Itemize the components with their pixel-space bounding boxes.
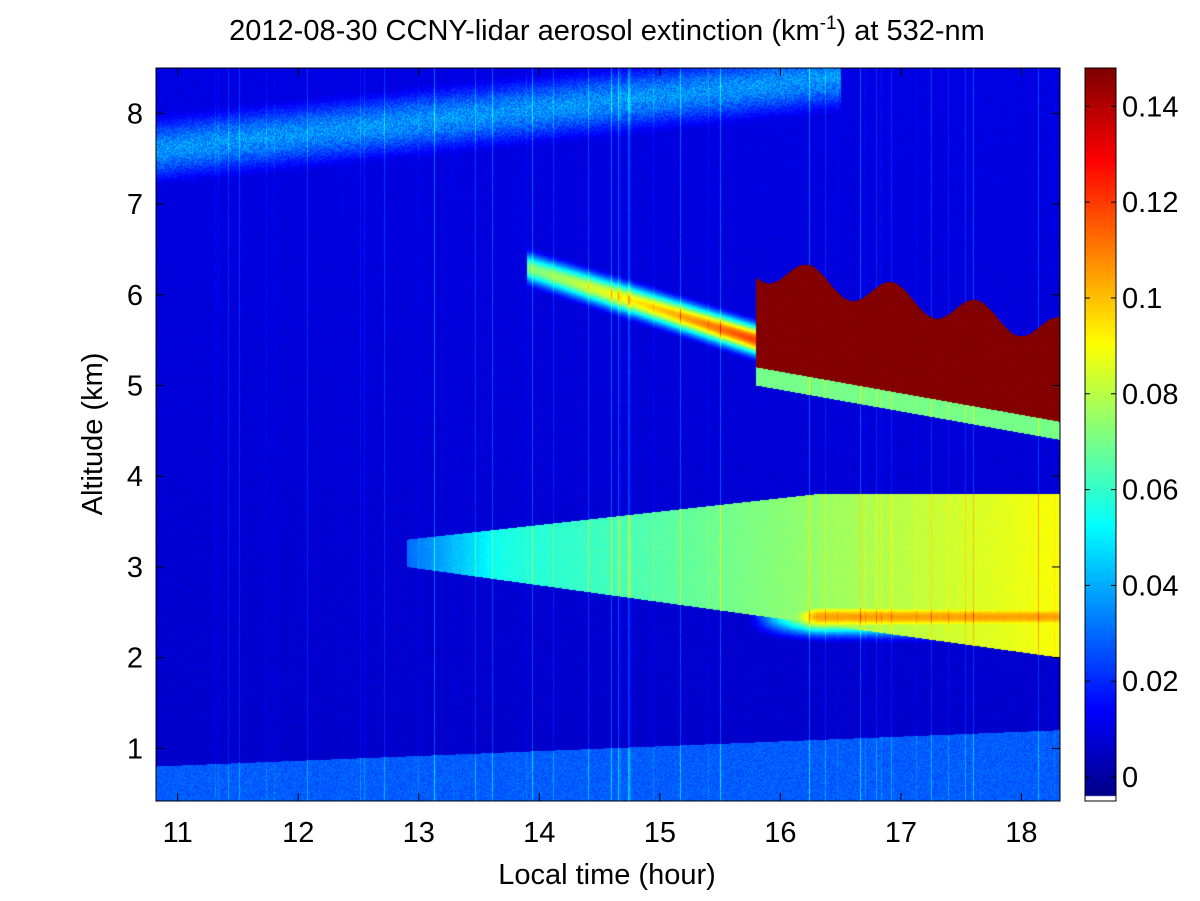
y-tick-label: 1: [127, 733, 143, 765]
colorbar-frame: [1084, 67, 1117, 802]
y-tick-label: 6: [127, 280, 143, 312]
chart-title: 2012-08-30 CCNY-lidar aerosol extinction…: [229, 13, 985, 47]
x-tick-label: 14: [523, 817, 555, 849]
x-axis-label: Local time (hour): [498, 859, 716, 891]
colorbar-gradient: [1085, 68, 1116, 801]
x-tick-label: 16: [764, 817, 796, 849]
colorbar-tick-label: 0.02: [1122, 666, 1178, 698]
x-axis: 11 12 13 14 15 16 17 18: [163, 68, 1038, 849]
plot-frame: [155, 67, 1061, 802]
colorbar-tick-label: 0.04: [1122, 570, 1178, 602]
colorbar-tick-label: 0.08: [1122, 379, 1178, 411]
y-axis-label: Altitude (km): [77, 353, 109, 516]
y-tick-label: 2: [127, 643, 143, 675]
y-tick-label: 3: [127, 552, 143, 584]
colorbar-tick-label: 0: [1122, 762, 1138, 794]
x-tick-label: 17: [885, 817, 917, 849]
y-tick-label: 4: [127, 461, 143, 493]
colorbar-ticks: 0 0.02 0.04 0.06 0.08 0.1 0.12 0.14: [1085, 91, 1178, 794]
x-tick-label: 15: [644, 817, 676, 849]
x-tick-label: 11: [163, 817, 193, 849]
colorbar-tick-label: 0.1: [1122, 283, 1162, 315]
y-axis: 1 2 3 4 5 6 7 8: [127, 98, 1060, 765]
colorbar-tick-label: 0.12: [1122, 187, 1178, 219]
colorbar: 0 0.02 0.04 0.06 0.08 0.1 0.12 0.14: [1084, 67, 1178, 802]
x-tick-label: 18: [1005, 817, 1037, 849]
colorbar-tick-label: 0.06: [1122, 475, 1178, 507]
x-tick-label: 13: [403, 817, 435, 849]
y-tick-label: 7: [127, 189, 143, 221]
y-tick-label: 5: [127, 371, 143, 403]
x-tick-label: 12: [282, 817, 314, 849]
extinction-heatmap: [156, 68, 1060, 801]
heatmap-plot-area: [155, 67, 1061, 802]
colorbar-tick-label: 0.14: [1122, 91, 1178, 123]
y-tick-label: 8: [127, 98, 143, 130]
